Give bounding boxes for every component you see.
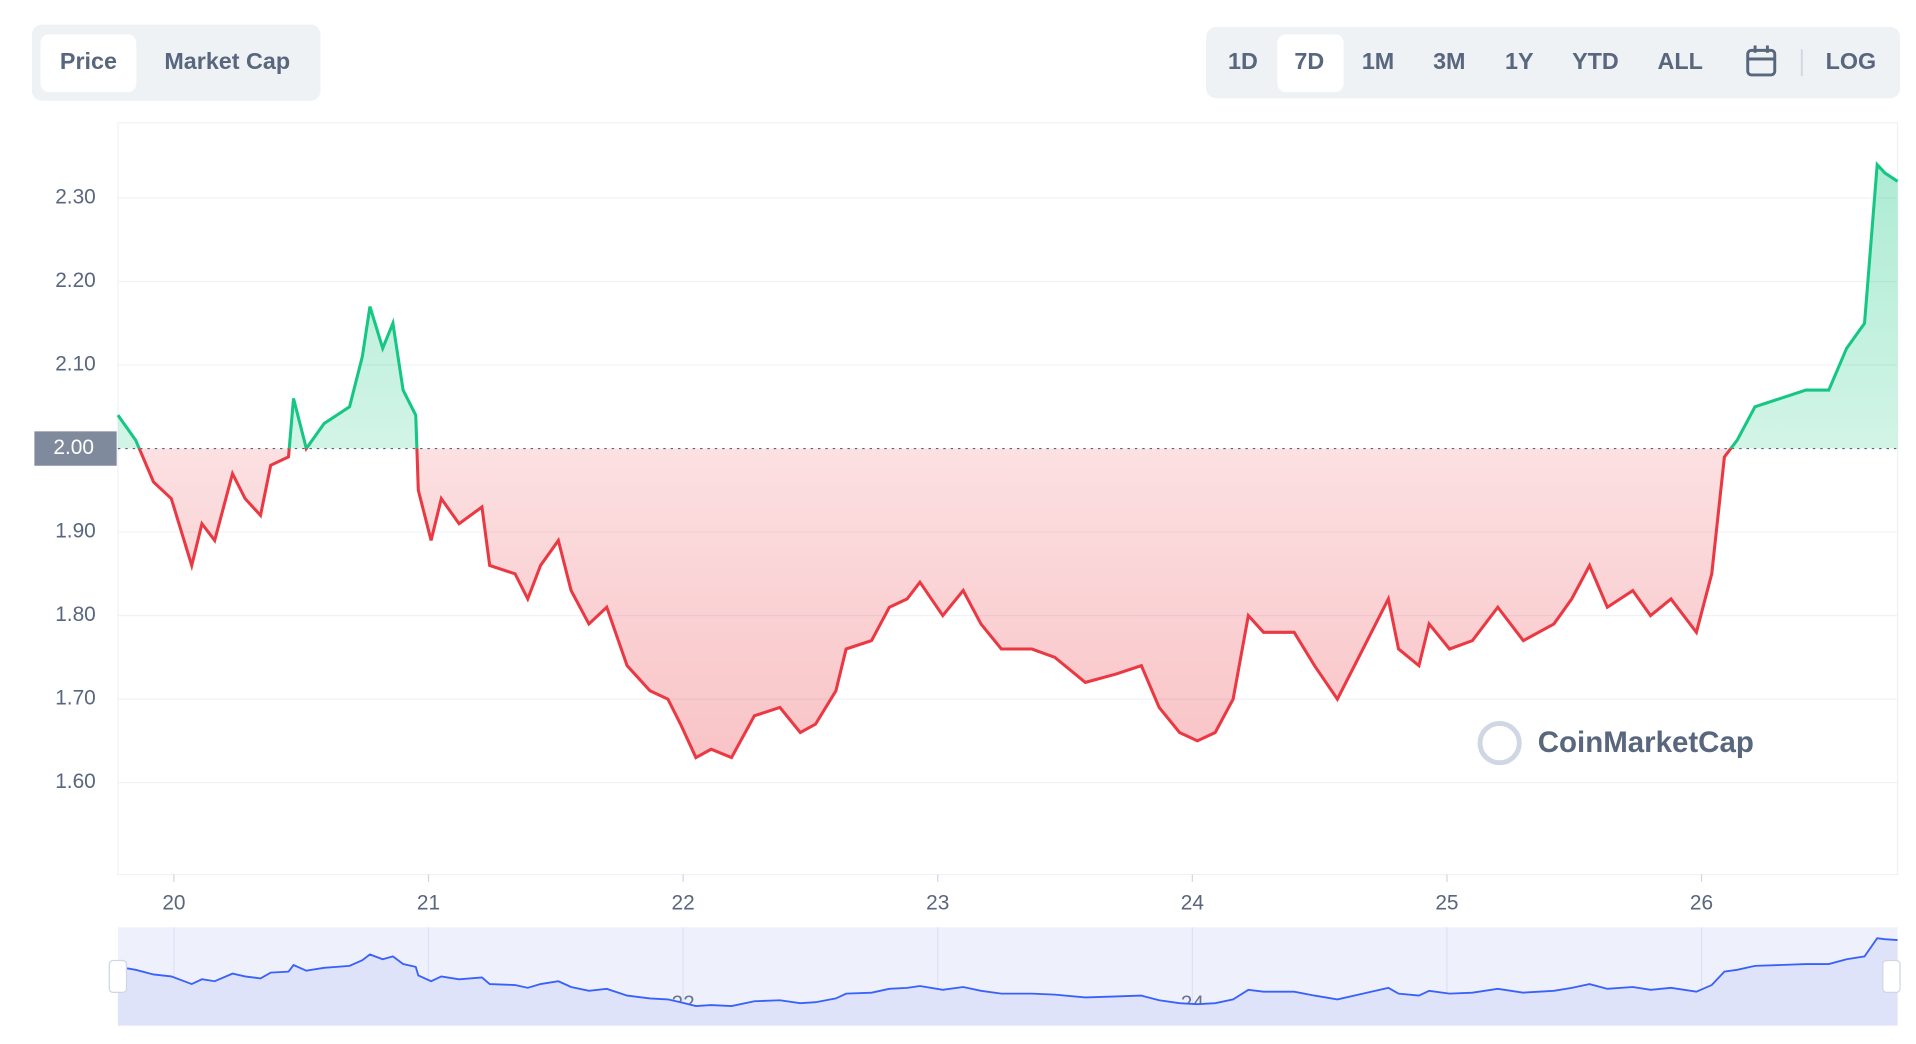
navigator-handle-right[interactable] (1882, 959, 1901, 994)
navigator-handle-left[interactable] (108, 959, 128, 994)
calendar-icon[interactable] (1746, 45, 1777, 77)
y-tick-label: 2.30 (55, 186, 96, 209)
price-line-up (116, 160, 1899, 449)
range-button[interactable]: ALL (1658, 48, 1703, 74)
x-tick-label: 20 (162, 891, 185, 914)
x-tick-label: 24 (1181, 891, 1204, 914)
y-tick-label: 1.70 (55, 687, 96, 710)
range-button[interactable]: 1M (1362, 48, 1394, 74)
baseline-label: 2.00 (53, 436, 94, 459)
x-tick-label: 22 (672, 891, 695, 914)
area-down (139, 448, 1731, 758)
x-tick-label: 23 (926, 891, 949, 914)
x-tick-label: 21 (417, 891, 440, 914)
range-button[interactable]: 7D (1294, 48, 1324, 74)
y-tick-label: 2.10 (55, 353, 96, 376)
plot-frame (117, 122, 1899, 876)
tab-market-cap[interactable]: Market Cap (164, 48, 290, 74)
x-tick-label: 25 (1435, 891, 1458, 914)
log-toggle[interactable]: LOG (1826, 48, 1877, 74)
range-button[interactable]: 1Y (1505, 48, 1534, 74)
active-tab[interactable] (40, 34, 137, 93)
area-up (117, 164, 1898, 449)
baseline-label-box (34, 431, 117, 466)
y-tick-label: 1.60 (55, 770, 96, 793)
navigator-line (117, 937, 1898, 1007)
tab-price[interactable]: Price (60, 48, 117, 74)
y-tick-label: 1.90 (55, 520, 96, 543)
watermark: CoinMarketCap (1538, 726, 1754, 759)
active-range[interactable] (1277, 34, 1344, 93)
x-tick-label: 26 (1690, 891, 1713, 914)
range-group (1206, 27, 1901, 99)
range-button[interactable]: 1D (1228, 48, 1258, 74)
range-button[interactable]: YTD (1572, 48, 1619, 74)
price-line-down (137, 448, 1733, 760)
watermark-logo (1477, 720, 1522, 766)
y-tick-label: 2.20 (55, 269, 96, 292)
navigator-area (117, 938, 1898, 1026)
y-tick-label: 1.80 (55, 603, 96, 626)
range-button[interactable]: 3M (1433, 48, 1465, 74)
